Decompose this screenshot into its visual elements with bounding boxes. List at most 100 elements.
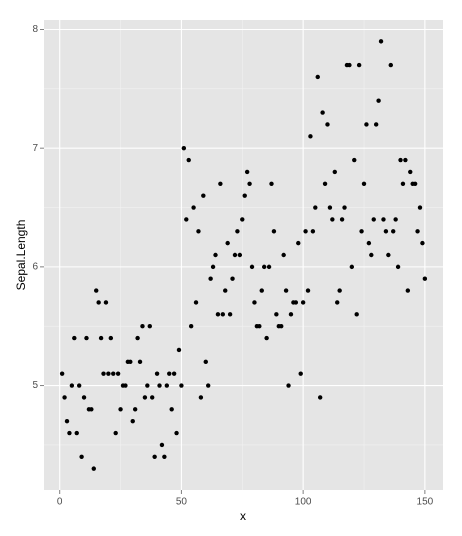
point — [378, 39, 384, 44]
point — [188, 324, 194, 329]
point — [383, 229, 389, 234]
point — [420, 240, 425, 246]
point — [96, 300, 101, 305]
x-tick-label: 150 — [417, 497, 434, 508]
point — [176, 347, 182, 353]
point — [135, 335, 140, 341]
point — [247, 181, 252, 186]
point — [128, 359, 133, 365]
point — [227, 312, 233, 317]
point — [74, 430, 79, 436]
point — [298, 371, 303, 376]
point — [381, 217, 386, 222]
point — [356, 62, 362, 68]
point — [208, 276, 213, 281]
point — [335, 300, 340, 305]
point — [62, 395, 67, 400]
point — [196, 229, 201, 234]
point — [84, 335, 89, 341]
point — [405, 288, 411, 293]
point — [154, 371, 160, 376]
point — [369, 252, 374, 258]
point — [140, 324, 145, 329]
point — [167, 371, 172, 376]
point — [310, 229, 316, 234]
point — [313, 205, 318, 210]
point — [347, 62, 352, 68]
point — [274, 312, 279, 317]
point — [115, 371, 121, 376]
panel — [44, 20, 443, 490]
point — [186, 157, 191, 163]
point — [286, 383, 291, 388]
point — [354, 312, 359, 317]
point — [89, 407, 94, 412]
point — [317, 395, 323, 400]
point — [103, 300, 109, 305]
point — [191, 205, 196, 210]
point — [101, 371, 106, 376]
point — [67, 430, 72, 436]
point — [171, 371, 177, 376]
point — [108, 335, 114, 341]
point — [72, 335, 77, 341]
point — [206, 383, 211, 388]
point — [325, 122, 330, 127]
point — [203, 359, 208, 365]
point — [201, 193, 206, 198]
point — [364, 122, 369, 127]
point — [342, 205, 347, 210]
point — [252, 300, 257, 305]
point — [179, 383, 184, 388]
point — [408, 169, 413, 175]
point — [237, 252, 243, 258]
point — [106, 371, 111, 376]
point — [388, 62, 393, 68]
point — [223, 288, 228, 293]
point — [225, 240, 230, 246]
point — [162, 454, 167, 459]
point — [371, 217, 376, 222]
point — [198, 395, 204, 400]
y-axis-label: Sepal.Length — [14, 220, 28, 291]
point — [184, 217, 189, 222]
point — [417, 205, 423, 210]
point — [361, 181, 367, 186]
point — [398, 157, 403, 163]
point — [283, 288, 289, 293]
point — [193, 300, 199, 305]
x-axis-label: x — [240, 509, 246, 523]
point — [376, 98, 381, 103]
point — [337, 288, 342, 293]
point — [281, 252, 286, 258]
point — [147, 324, 152, 329]
point — [123, 383, 128, 388]
point — [279, 324, 284, 329]
point — [113, 430, 118, 436]
point — [242, 193, 247, 198]
x-tick-label: 100 — [295, 497, 312, 508]
point — [169, 407, 174, 412]
x-tick-label: 0 — [57, 497, 63, 508]
point — [132, 407, 138, 412]
point — [111, 371, 116, 376]
point — [164, 383, 170, 388]
point — [130, 418, 135, 424]
point — [271, 229, 277, 234]
point — [181, 145, 187, 151]
y-tick-label: 7 — [32, 143, 38, 154]
point — [264, 335, 269, 341]
point — [69, 383, 75, 388]
point — [240, 217, 245, 222]
point — [81, 395, 87, 400]
point — [395, 264, 401, 270]
point — [393, 217, 398, 222]
y-tick-label: 8 — [32, 24, 38, 35]
point — [315, 74, 320, 80]
point — [215, 312, 221, 317]
point — [244, 169, 250, 175]
point — [305, 288, 311, 293]
point — [174, 430, 179, 436]
point — [412, 181, 418, 186]
